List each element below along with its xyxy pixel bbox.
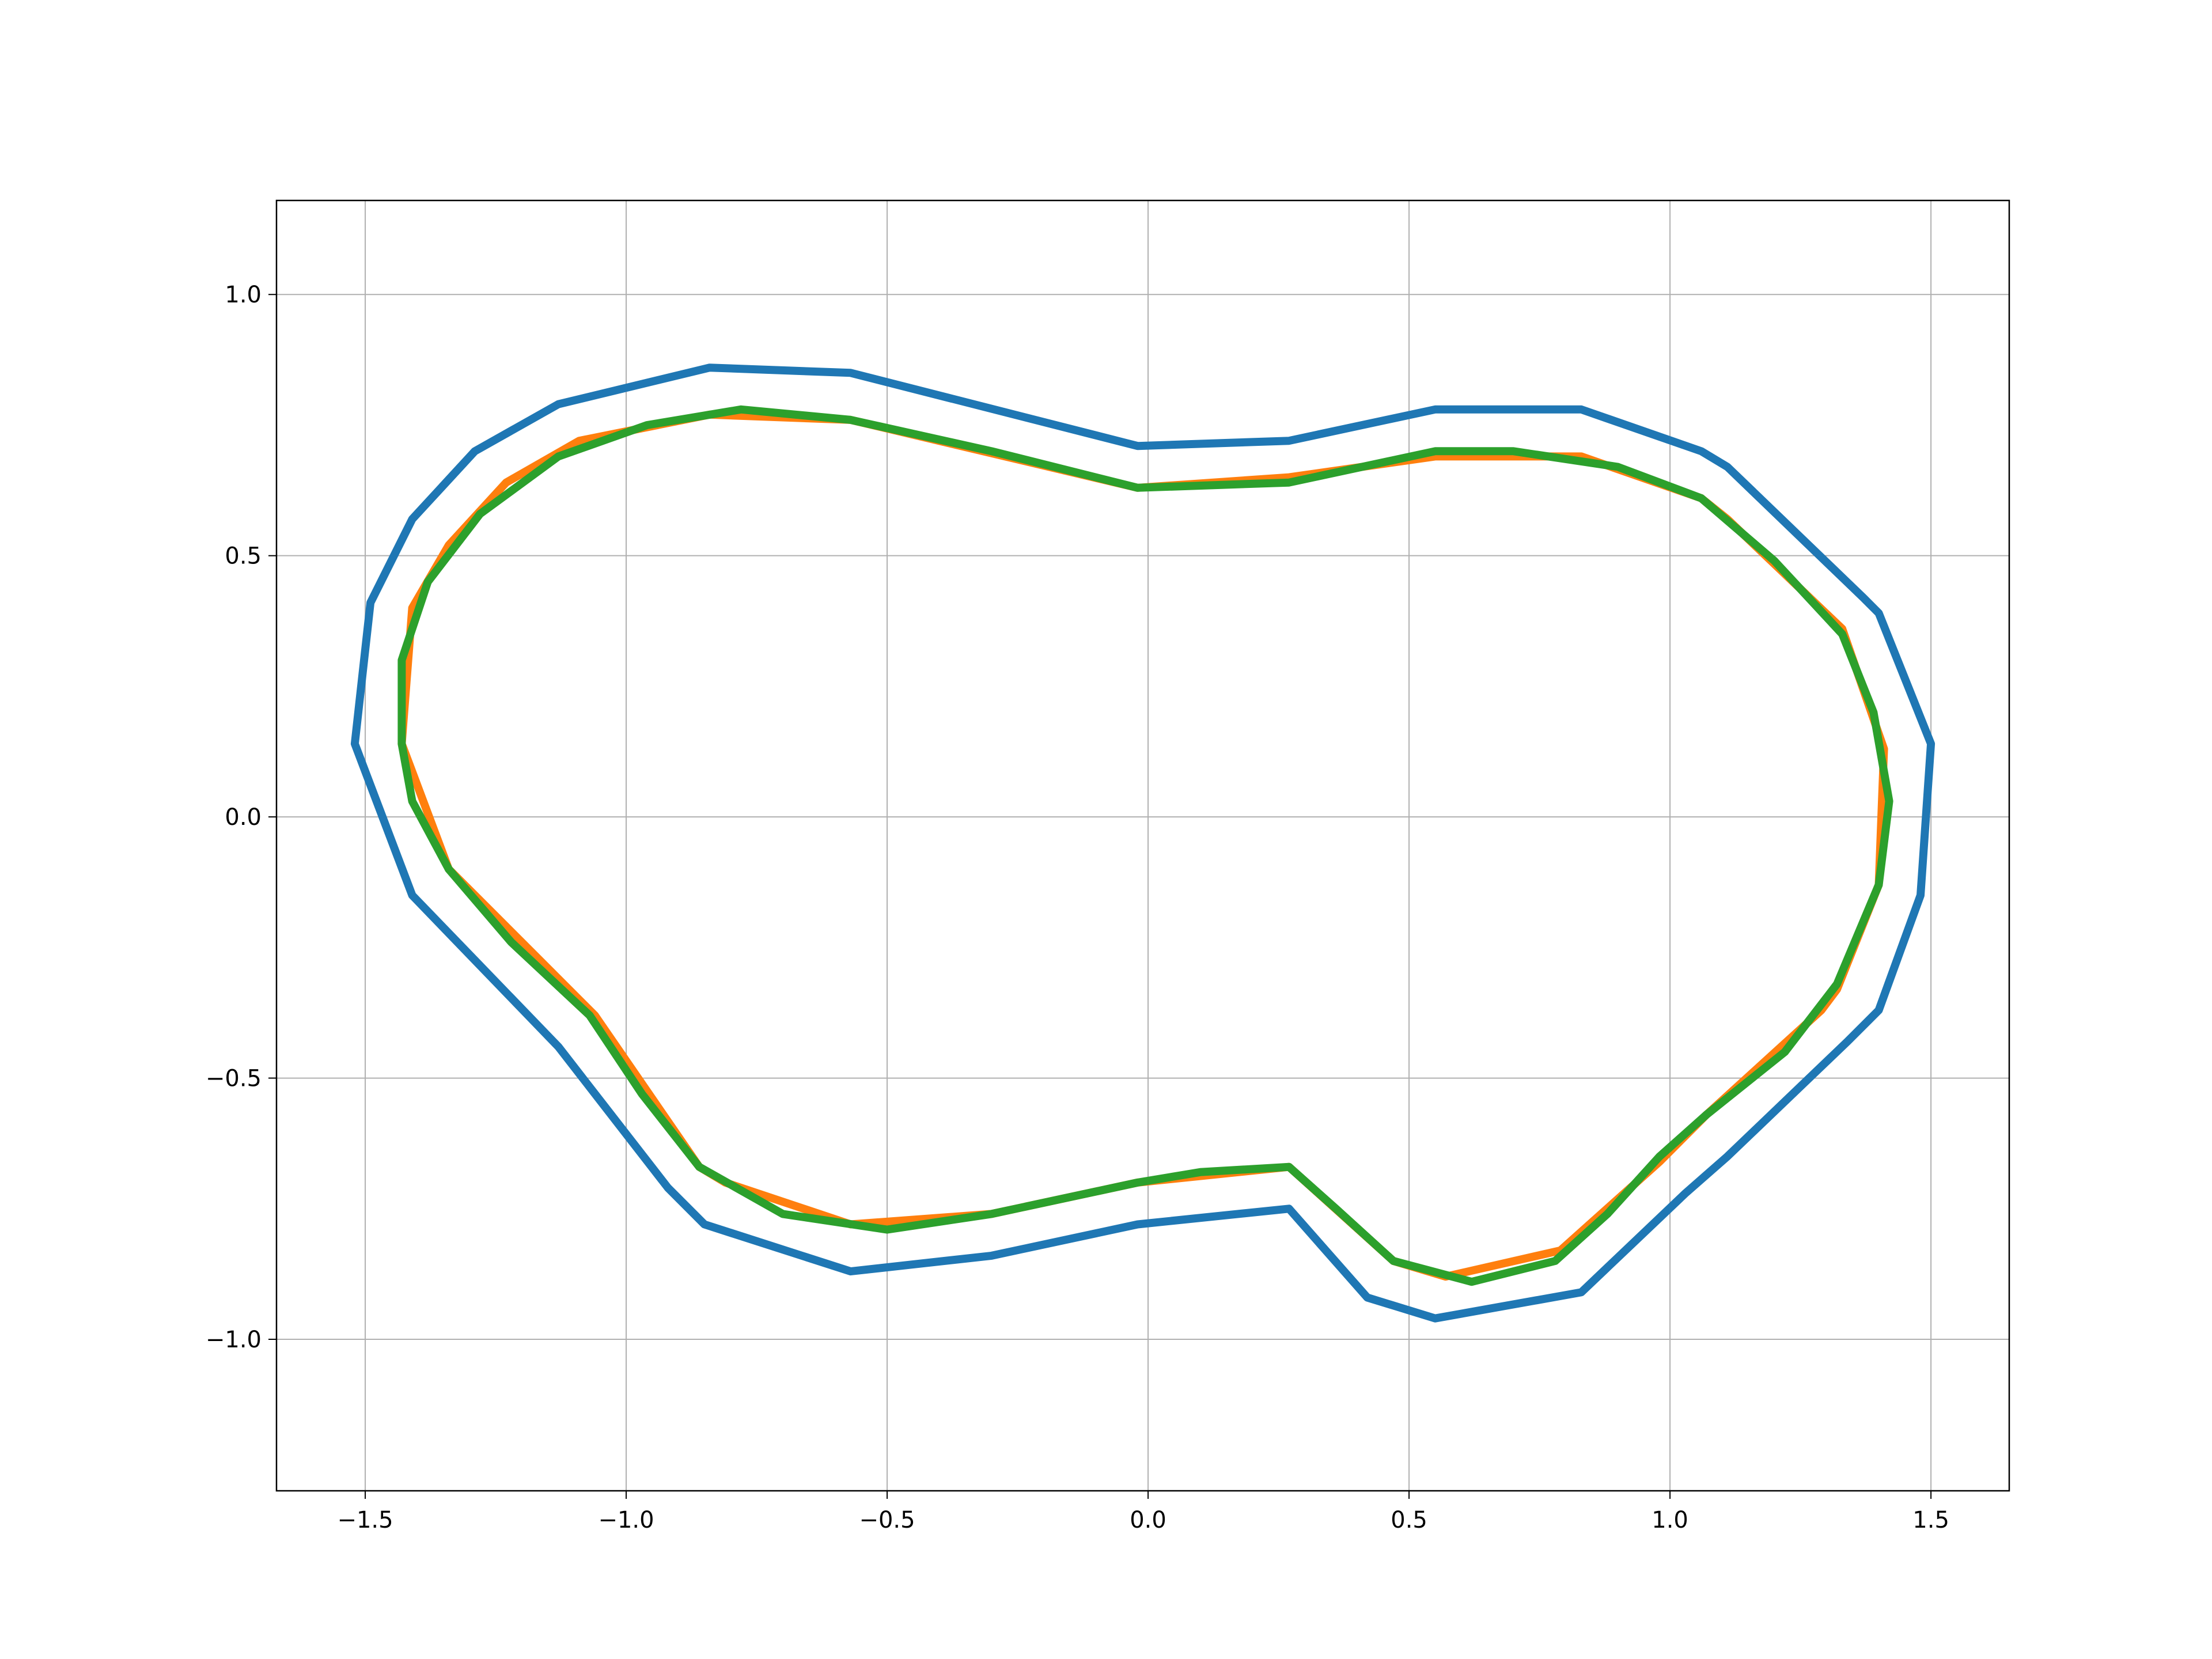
x-tick-label: 1.5 — [1912, 1507, 1949, 1533]
series-line-green — [397, 405, 1893, 1286]
x-axis: −1.5 −1.0 −0.5 0.0 0.5 1.0 1.5 — [337, 1491, 1949, 1533]
y-tick-label: 1.0 — [225, 282, 262, 308]
y-tick-label: 0.5 — [225, 543, 262, 570]
x-tick-label: 0.5 — [1391, 1507, 1427, 1533]
y-tick-label: −1.0 — [206, 1327, 262, 1353]
series-line-blue — [350, 363, 1936, 1323]
x-tick-label: 1.0 — [1652, 1507, 1688, 1533]
plot-frame — [275, 199, 2010, 1492]
series-line-orange — [397, 410, 1888, 1281]
y-tick-label: 0.0 — [225, 804, 262, 831]
grid-lines — [276, 200, 2009, 1491]
series-group — [350, 363, 1936, 1323]
x-tick-label: −1.0 — [598, 1507, 654, 1533]
x-tick-label: −0.5 — [859, 1507, 915, 1533]
x-tick-label: 0.0 — [1130, 1507, 1166, 1533]
x-tick-label: −1.5 — [337, 1507, 393, 1533]
y-axis: 1.0 0.5 0.0 −0.5 −1.0 — [206, 282, 276, 1353]
y-tick-label: −0.5 — [206, 1066, 262, 1092]
